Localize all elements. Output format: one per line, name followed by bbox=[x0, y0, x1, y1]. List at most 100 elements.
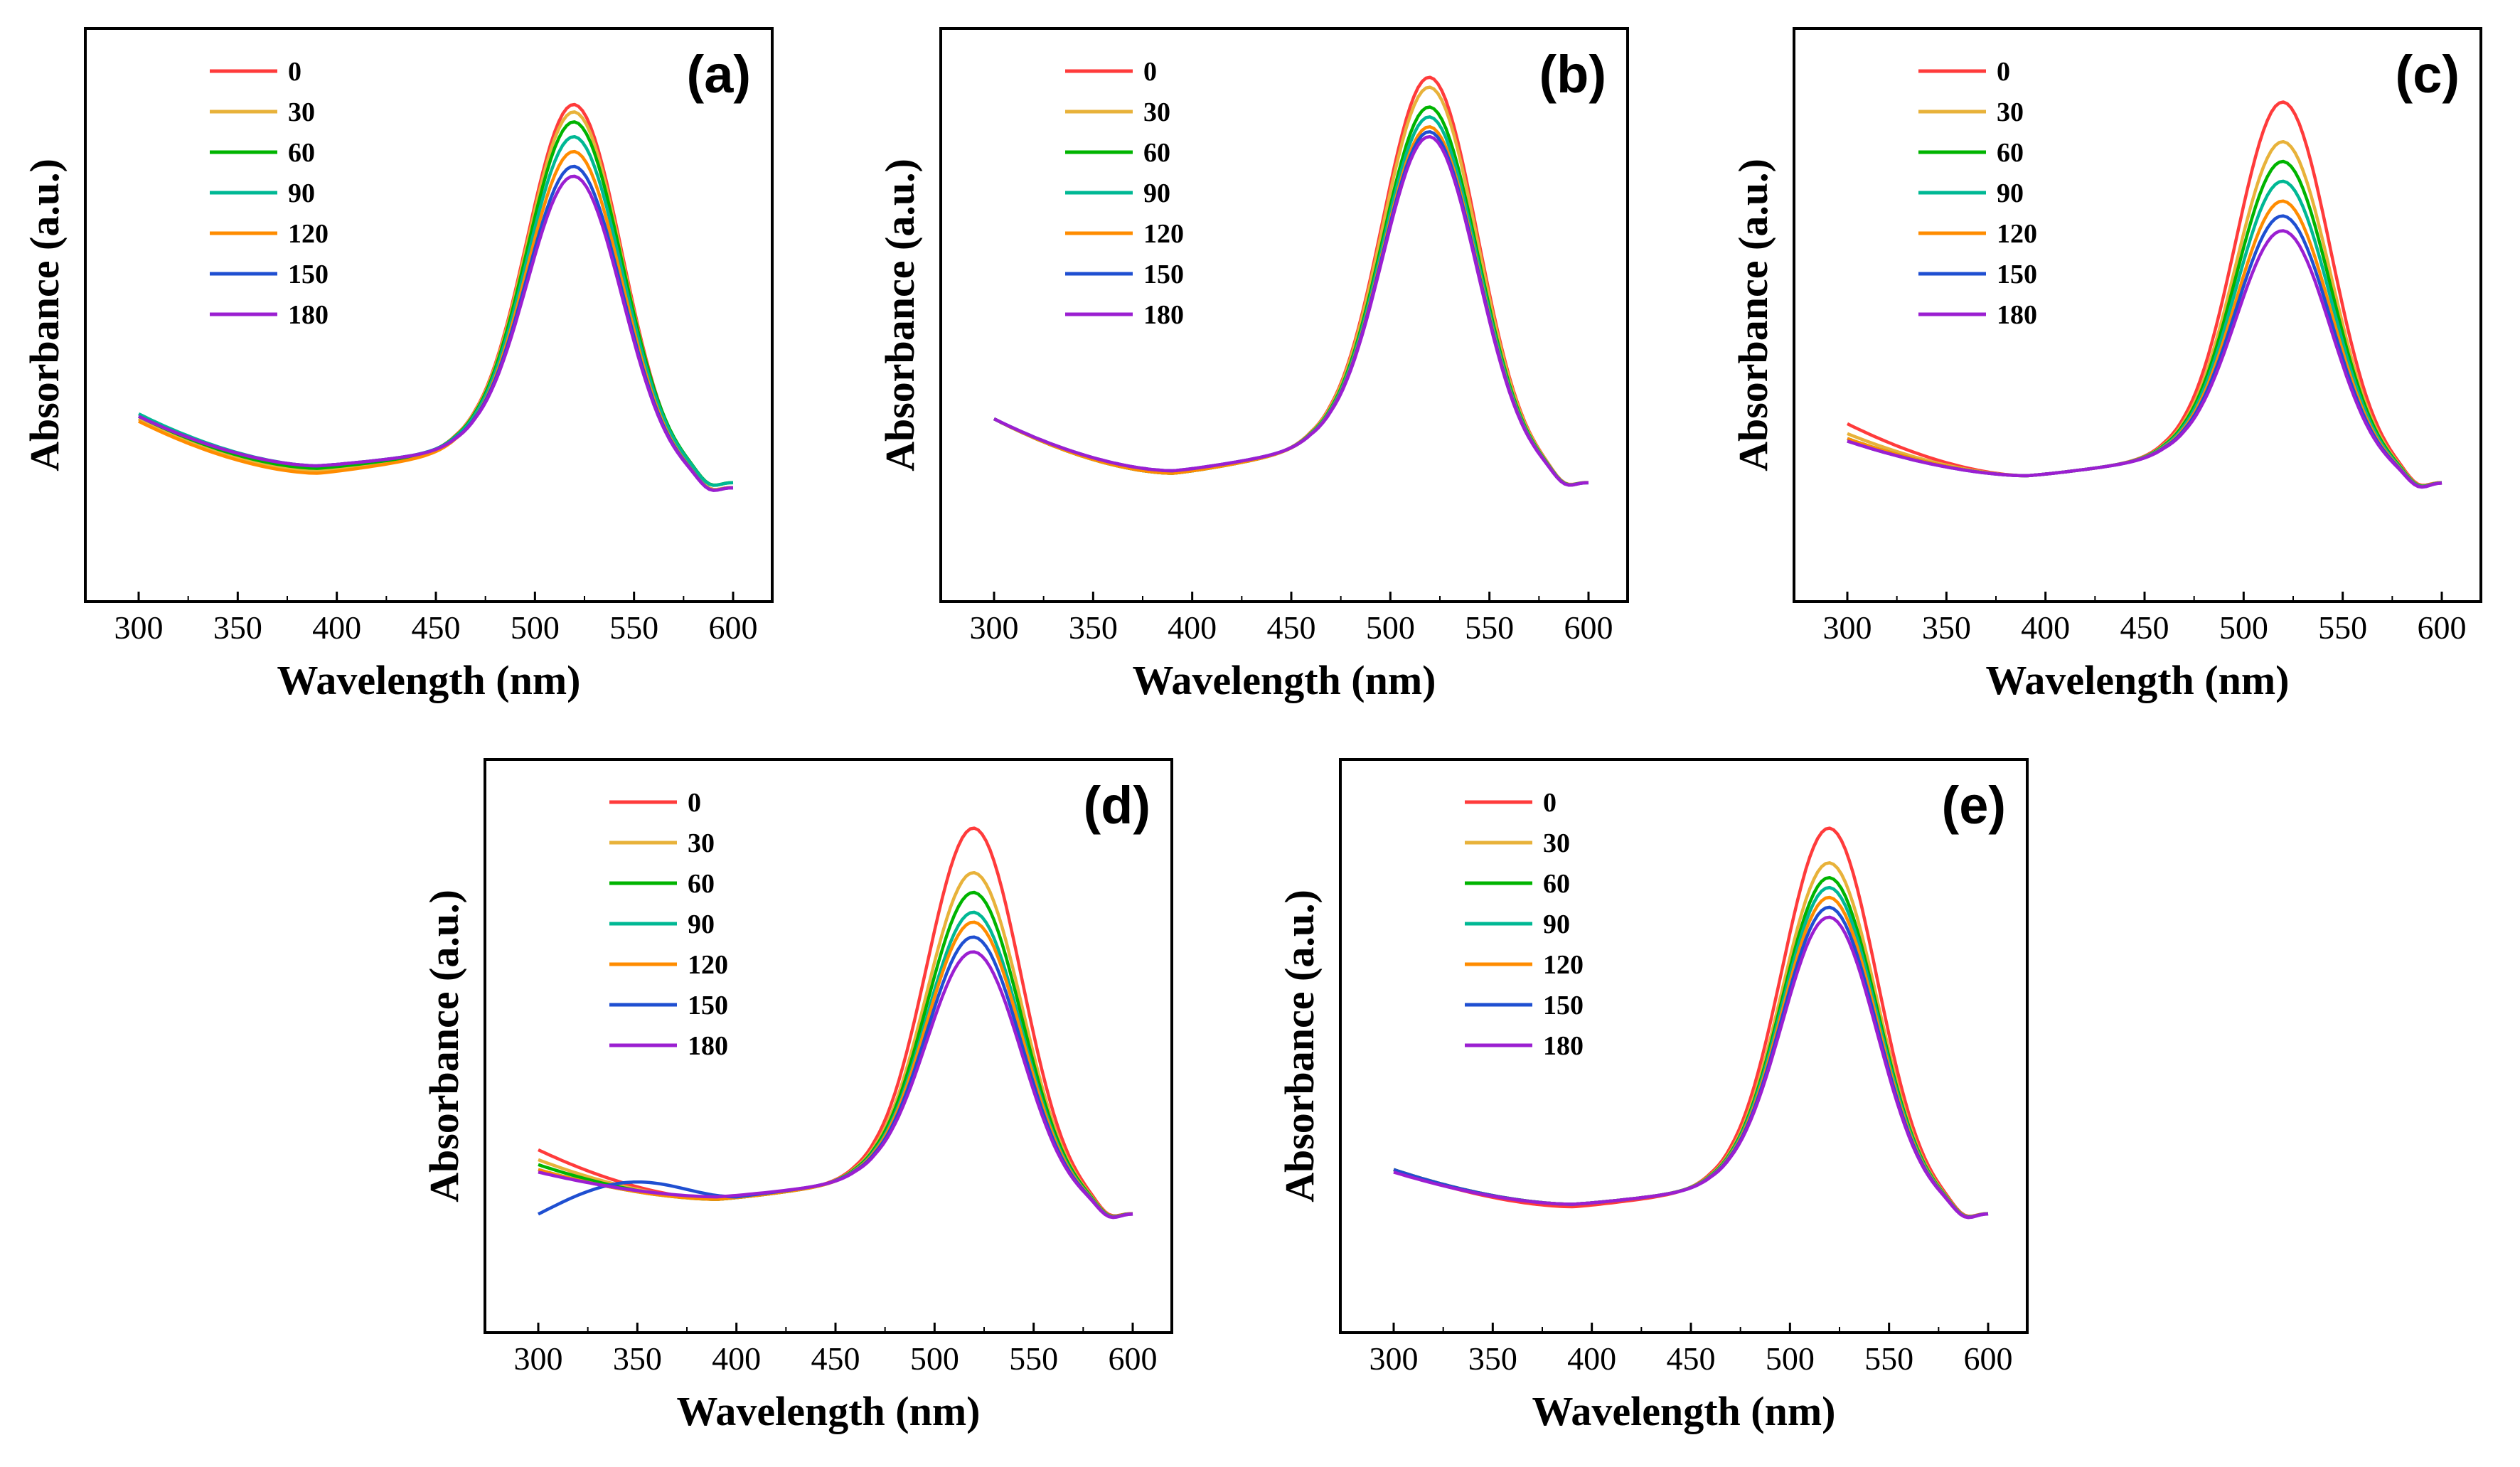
series-line-30 bbox=[1393, 861, 1989, 1219]
x-tick-label: 300 bbox=[1370, 1340, 1419, 1377]
x-tick-label: 400 bbox=[312, 609, 361, 646]
legend-label-60: 60 bbox=[1143, 138, 1170, 168]
panel-label: (a) bbox=[687, 45, 751, 104]
panel-label: (e) bbox=[1942, 776, 2006, 835]
series-line-90 bbox=[538, 910, 1133, 1219]
legend-label-30: 30 bbox=[288, 97, 315, 127]
x-tick-label: 350 bbox=[1069, 609, 1118, 646]
series-line-60 bbox=[538, 890, 1133, 1219]
x-axis-title: Wavelength (nm) bbox=[277, 657, 581, 703]
x-axis-title: Wavelength (nm) bbox=[677, 1388, 981, 1434]
legend-label-30: 30 bbox=[1143, 97, 1170, 127]
x-tick-label: 600 bbox=[1109, 1340, 1158, 1377]
series-line-30 bbox=[993, 85, 1589, 486]
legend-label-120: 120 bbox=[1997, 219, 2037, 249]
x-tick-label: 300 bbox=[514, 1340, 563, 1377]
series-line-90 bbox=[1393, 885, 1989, 1219]
x-tick-label: 350 bbox=[1468, 1340, 1517, 1377]
series-line-90 bbox=[138, 134, 734, 487]
y-axis-title: Absorbance (a.u.) bbox=[877, 159, 923, 471]
x-tick-label: 450 bbox=[1667, 1340, 1716, 1377]
series-line-0 bbox=[1846, 100, 2442, 487]
legend-label-60: 60 bbox=[688, 869, 715, 899]
x-tick-label: 550 bbox=[2318, 609, 2367, 646]
legend-label-150: 150 bbox=[1997, 260, 2037, 289]
plot-frame bbox=[1793, 27, 2482, 603]
series-line-150 bbox=[138, 164, 734, 492]
legend-label-120: 120 bbox=[688, 950, 728, 980]
series-line-180 bbox=[138, 174, 734, 492]
x-tick-label: 350 bbox=[613, 1340, 662, 1377]
legend-label-30: 30 bbox=[688, 828, 715, 858]
plot-frame bbox=[484, 758, 1173, 1334]
x-tick-label: 600 bbox=[1964, 1340, 2013, 1377]
plot-frame bbox=[1339, 758, 2029, 1334]
x-axis-title: Wavelength (nm) bbox=[1986, 657, 2290, 703]
legend-label-0: 0 bbox=[1997, 57, 2010, 87]
x-tick-label: 450 bbox=[811, 1340, 860, 1377]
y-axis-title: Absorbance (a.u.) bbox=[21, 159, 68, 471]
x-tick-label: 600 bbox=[2418, 609, 2467, 646]
legend-label-180: 180 bbox=[688, 1031, 728, 1061]
series-line-0 bbox=[138, 102, 734, 491]
legend-label-0: 0 bbox=[288, 57, 301, 87]
series-line-120 bbox=[137, 149, 733, 492]
series-line-0 bbox=[993, 75, 1589, 486]
legend-label-0: 0 bbox=[688, 788, 701, 818]
legend-label-60: 60 bbox=[1997, 138, 2024, 168]
series-line-180 bbox=[1847, 229, 2442, 489]
x-axis-title: Wavelength (nm) bbox=[1133, 657, 1436, 703]
legend-label-60: 60 bbox=[1543, 869, 1570, 899]
x-tick-label: 550 bbox=[1009, 1340, 1058, 1377]
panel-label: (b) bbox=[1539, 45, 1607, 104]
y-axis-title: Absorbance (a.u.) bbox=[1276, 890, 1323, 1202]
legend-label-180: 180 bbox=[1543, 1031, 1584, 1061]
x-axis-title: Wavelength (nm) bbox=[1532, 1388, 1836, 1434]
plot-frame bbox=[939, 27, 1629, 603]
x-tick-label: 600 bbox=[1564, 609, 1613, 646]
series-line-90 bbox=[993, 115, 1589, 487]
x-tick-label: 450 bbox=[412, 609, 461, 646]
legend-label-90: 90 bbox=[288, 178, 315, 208]
x-tick-label: 400 bbox=[1567, 1340, 1616, 1377]
x-tick-label: 350 bbox=[213, 609, 262, 646]
legend-label-180: 180 bbox=[1997, 300, 2037, 330]
y-axis-title: Absorbance (a.u.) bbox=[1730, 159, 1776, 471]
series-line-60 bbox=[138, 120, 734, 487]
legend-label-180: 180 bbox=[1143, 300, 1184, 330]
x-tick-label: 350 bbox=[1922, 609, 1971, 646]
panel-label: (c) bbox=[2396, 45, 2460, 104]
x-tick-label: 400 bbox=[2021, 609, 2070, 646]
legend-label-150: 150 bbox=[1543, 991, 1584, 1020]
x-tick-label: 300 bbox=[970, 609, 1019, 646]
series-line-0 bbox=[538, 826, 1133, 1217]
x-tick-label: 550 bbox=[609, 609, 658, 646]
series-line-120 bbox=[993, 125, 1589, 487]
legend-label-120: 120 bbox=[288, 219, 329, 249]
series-line-120 bbox=[538, 920, 1133, 1219]
series-line-150 bbox=[993, 130, 1589, 487]
plot-frame bbox=[84, 27, 774, 603]
legend-label-150: 150 bbox=[688, 991, 728, 1020]
series-line-30 bbox=[138, 110, 733, 491]
x-tick-label: 500 bbox=[2219, 609, 2268, 646]
x-tick-label: 300 bbox=[1823, 609, 1872, 646]
x-tick-label: 500 bbox=[1766, 1340, 1815, 1377]
series-line-90 bbox=[1847, 179, 2442, 489]
legend-label-90: 90 bbox=[688, 909, 715, 939]
legend-label-60: 60 bbox=[288, 138, 315, 168]
x-tick-label: 550 bbox=[1465, 609, 1514, 646]
legend-label-150: 150 bbox=[1143, 260, 1184, 289]
series-line-180 bbox=[1393, 915, 1989, 1220]
series-line-120 bbox=[1393, 895, 1989, 1220]
legend-label-30: 30 bbox=[1997, 97, 2024, 127]
legend-label-0: 0 bbox=[1143, 57, 1157, 87]
legend-label-0: 0 bbox=[1543, 788, 1557, 818]
series-line-60 bbox=[1393, 875, 1989, 1219]
